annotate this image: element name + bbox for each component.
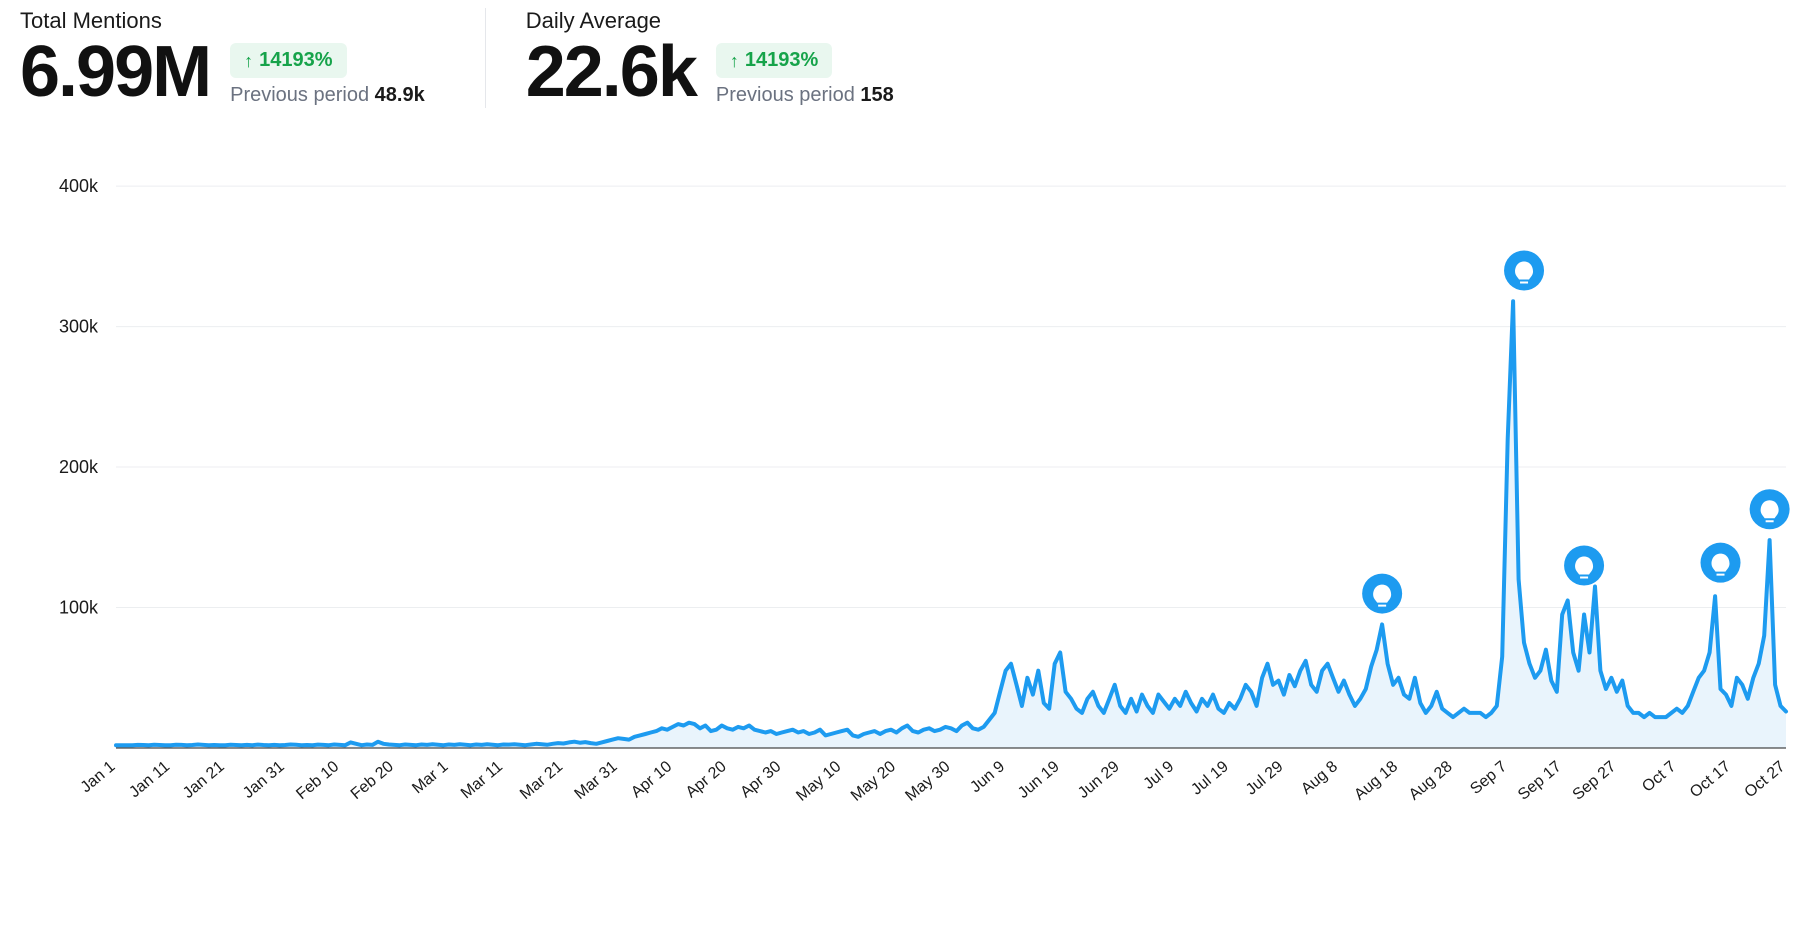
insight-marker[interactable] [1750, 489, 1790, 529]
x-tick-label: Aug 8 [1298, 758, 1341, 798]
x-tick-label: Sep 17 [1515, 758, 1565, 804]
x-tick-label: May 20 [848, 758, 899, 805]
x-tick-label: Jan 31 [240, 758, 288, 802]
change-badge: ↑ 14193% [230, 43, 346, 78]
x-tick-label: Feb 20 [348, 758, 397, 803]
x-tick-label: Jun 19 [1015, 758, 1063, 802]
chart-svg: 100k200k300k400kJan 1Jan 11Jan 21Jan 31F… [16, 138, 1796, 858]
arrow-up-icon: ↑ [244, 52, 253, 70]
x-tick-label: Oct 7 [1639, 758, 1679, 796]
change-percent: 14193% [745, 49, 818, 72]
x-tick-label: Feb 10 [293, 758, 342, 803]
previous-period: Previous period 48.9k [230, 84, 425, 107]
series-line [116, 301, 1786, 745]
previous-value: 48.9k [375, 84, 425, 106]
x-tick-label: Aug 28 [1406, 758, 1456, 804]
x-tick-label: Jun 29 [1075, 758, 1123, 802]
previous-label: Previous period [230, 84, 369, 106]
x-tick-label: Mar 31 [572, 758, 621, 803]
x-tick-label: May 10 [793, 758, 844, 805]
x-tick-label: Oct 27 [1742, 758, 1789, 801]
y-tick-label: 200k [59, 457, 99, 477]
x-tick-label: Apr 30 [737, 758, 784, 801]
y-tick-label: 100k [59, 598, 99, 618]
x-tick-label: Jan 21 [180, 758, 228, 802]
insight-marker[interactable] [1564, 545, 1604, 585]
metric-daily-average: Daily Average 22.6k ↑ 14193% Previous pe… [485, 8, 954, 108]
x-tick-label: Jun 9 [967, 758, 1008, 796]
insight-marker[interactable] [1701, 543, 1741, 583]
x-tick-label: Sep 7 [1467, 758, 1510, 798]
x-tick-label: Mar 21 [517, 758, 566, 803]
metrics-row: Total Mentions 6.99M ↑ 14193% Previous p… [0, 0, 1812, 138]
metric-body: 6.99M ↑ 14193% Previous period 48.9k [20, 36, 425, 108]
x-tick-label: Jan 1 [78, 758, 119, 796]
metric-title: Daily Average [526, 8, 894, 34]
metric-value: 6.99M [20, 36, 210, 108]
previous-period: Previous period 158 [716, 84, 894, 107]
x-tick-label: Jul 19 [1188, 758, 1232, 799]
x-tick-label: Mar 1 [409, 758, 451, 797]
metric-title: Total Mentions [20, 8, 425, 34]
y-tick-label: 300k [59, 317, 99, 337]
arrow-up-icon: ↑ [730, 52, 739, 70]
x-tick-label: Jul 9 [1141, 758, 1178, 793]
metric-total-mentions: Total Mentions 6.99M ↑ 14193% Previous p… [20, 8, 485, 108]
x-tick-label: May 30 [902, 758, 953, 805]
x-tick-label: Jul 29 [1243, 758, 1287, 799]
x-tick-label: Aug 18 [1351, 758, 1401, 804]
insight-marker[interactable] [1362, 574, 1402, 614]
metric-right: ↑ 14193% Previous period 158 [716, 37, 894, 107]
previous-value: 158 [860, 84, 893, 106]
x-tick-label: Mar 11 [458, 758, 506, 802]
series-area [116, 301, 1786, 748]
x-tick-label: Sep 27 [1570, 758, 1620, 804]
insight-marker[interactable] [1504, 250, 1544, 290]
change-percent: 14193% [259, 49, 332, 72]
x-tick-label: Apr 20 [683, 758, 730, 801]
mentions-chart[interactable]: 100k200k300k400kJan 1Jan 11Jan 21Jan 31F… [16, 138, 1796, 858]
change-badge: ↑ 14193% [716, 43, 832, 78]
y-tick-label: 400k [59, 176, 99, 196]
x-tick-label: Apr 10 [628, 758, 675, 801]
x-tick-label: Jan 11 [126, 758, 173, 801]
x-tick-label: Oct 17 [1687, 758, 1734, 801]
metric-body: 22.6k ↑ 14193% Previous period 158 [526, 36, 894, 108]
metric-right: ↑ 14193% Previous period 48.9k [230, 37, 425, 107]
previous-label: Previous period [716, 84, 855, 106]
metric-value: 22.6k [526, 36, 696, 108]
